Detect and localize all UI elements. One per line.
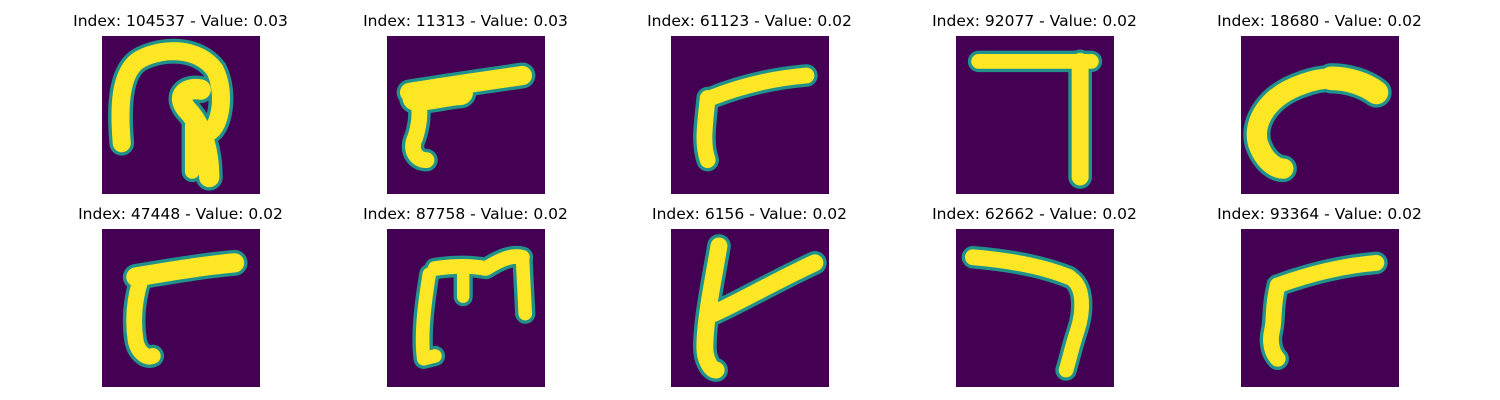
- panel-title: Index: 93364 - Value: 0.02: [1217, 205, 1422, 223]
- digit-stroke: [702, 67, 815, 106]
- digit-stroke: [111, 42, 230, 153]
- image-panel: Index: 104537 - Value: 0.03: [38, 11, 323, 194]
- panel-title: Index: 18680 - Value: 0.02: [1217, 12, 1422, 30]
- panel-title: Index: 47448 - Value: 0.02: [78, 205, 283, 223]
- image-panel: Index: 92077 - Value: 0.02: [892, 11, 1177, 194]
- digit-stroke: [1058, 269, 1090, 378]
- panel-title: Index: 104537 - Value: 0.03: [73, 12, 288, 30]
- digit-image: [1241, 36, 1399, 194]
- image-panel: Index: 47448 - Value: 0.02: [38, 204, 323, 387]
- panel-title: Index: 92077 - Value: 0.02: [932, 12, 1137, 30]
- digit-stroke: [171, 78, 220, 188]
- digit-image: [102, 229, 260, 387]
- digit-image: [956, 229, 1114, 387]
- image-panel: Index: 18680 - Value: 0.02: [1177, 11, 1462, 194]
- image-panel: Index: 93364 - Value: 0.02: [1177, 204, 1462, 387]
- digit-stroke: [696, 237, 728, 379]
- digit-stroke: [126, 269, 161, 365]
- digit-image: [671, 229, 829, 387]
- digit-stroke: [1269, 254, 1385, 294]
- digit-stroke: [1263, 277, 1286, 367]
- digit-stroke: [696, 90, 716, 169]
- digit-image: [102, 36, 260, 194]
- image-panel: Index: 11313 - Value: 0.03: [323, 11, 608, 194]
- panel-title: Index: 62662 - Value: 0.02: [932, 205, 1137, 223]
- digit-stroke: [427, 249, 530, 276]
- digit-stroke: [402, 79, 474, 111]
- image-panel: Index: 61123 - Value: 0.02: [607, 11, 892, 194]
- panel-title: Index: 11313 - Value: 0.03: [363, 12, 568, 30]
- digit-stroke: [704, 254, 824, 323]
- digit-stroke: [415, 267, 442, 366]
- image-panel: Index: 62662 - Value: 0.02: [892, 204, 1177, 387]
- digit-stroke: [1319, 66, 1389, 105]
- digit-stroke: [515, 250, 533, 321]
- digit-image: [956, 36, 1114, 194]
- panel-title: Index: 6156 - Value: 0.02: [652, 205, 847, 223]
- digit-image: [671, 36, 829, 194]
- panel-title: Index: 61123 - Value: 0.02: [647, 12, 852, 30]
- digit-image: [387, 229, 545, 387]
- digit-image: [1241, 229, 1399, 387]
- digit-image: [387, 36, 545, 194]
- panel-title: Index: 87758 - Value: 0.02: [363, 205, 568, 223]
- digit-stroke: [965, 249, 1077, 285]
- image-panel: Index: 87758 - Value: 0.02: [323, 204, 608, 387]
- image-panel: Index: 6156 - Value: 0.02: [607, 204, 892, 387]
